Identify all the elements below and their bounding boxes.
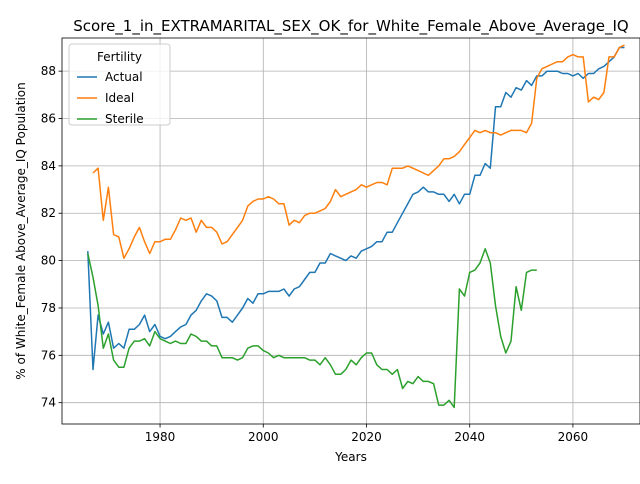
x-tick-label: 2040	[454, 430, 485, 444]
y-tick-label: 76	[41, 348, 56, 362]
x-tick-label: 2000	[248, 430, 279, 444]
legend-label-sterile: Sterile	[105, 112, 144, 126]
series-lines	[87, 44, 625, 409]
series-line-sterile	[87, 248, 537, 409]
y-axis-label: % of White_Female Above_Average_IQ Popul…	[14, 82, 28, 379]
axes-frame	[61, 37, 640, 425]
legend-title: Fertility	[97, 50, 142, 64]
y-tick-label: 86	[41, 112, 56, 126]
y-tick-label: 74	[41, 396, 56, 410]
x-axis-label: Years	[334, 450, 367, 464]
series-line-actual	[87, 46, 625, 371]
legend-label-actual: Actual	[105, 70, 143, 84]
y-tick-label: 84	[41, 159, 56, 173]
legend-box	[68, 43, 171, 126]
y-tick-label: 82	[41, 206, 56, 220]
legend-label-ideal: Ideal	[105, 91, 134, 105]
x-tick-label: 2020	[351, 430, 382, 444]
legend: Fertility Actual Ideal Sterile	[68, 43, 171, 126]
axis-ticks: 1980 2000 2020 2040 2060 74 76 78 80 82 84 86 88	[41, 64, 588, 444]
chart-title: Score_1_in_EXTRAMARITAL_SEX_OK_for_White…	[73, 17, 628, 36]
legend-items: Actual Ideal Sterile	[77, 70, 144, 126]
x-tick-label: 1980	[145, 430, 176, 444]
y-tick-label: 80	[41, 254, 56, 268]
y-tick-label: 88	[41, 64, 56, 78]
y-tick-label: 78	[41, 301, 56, 315]
series-line-ideal	[92, 44, 625, 259]
x-tick-label: 2060	[558, 430, 589, 444]
